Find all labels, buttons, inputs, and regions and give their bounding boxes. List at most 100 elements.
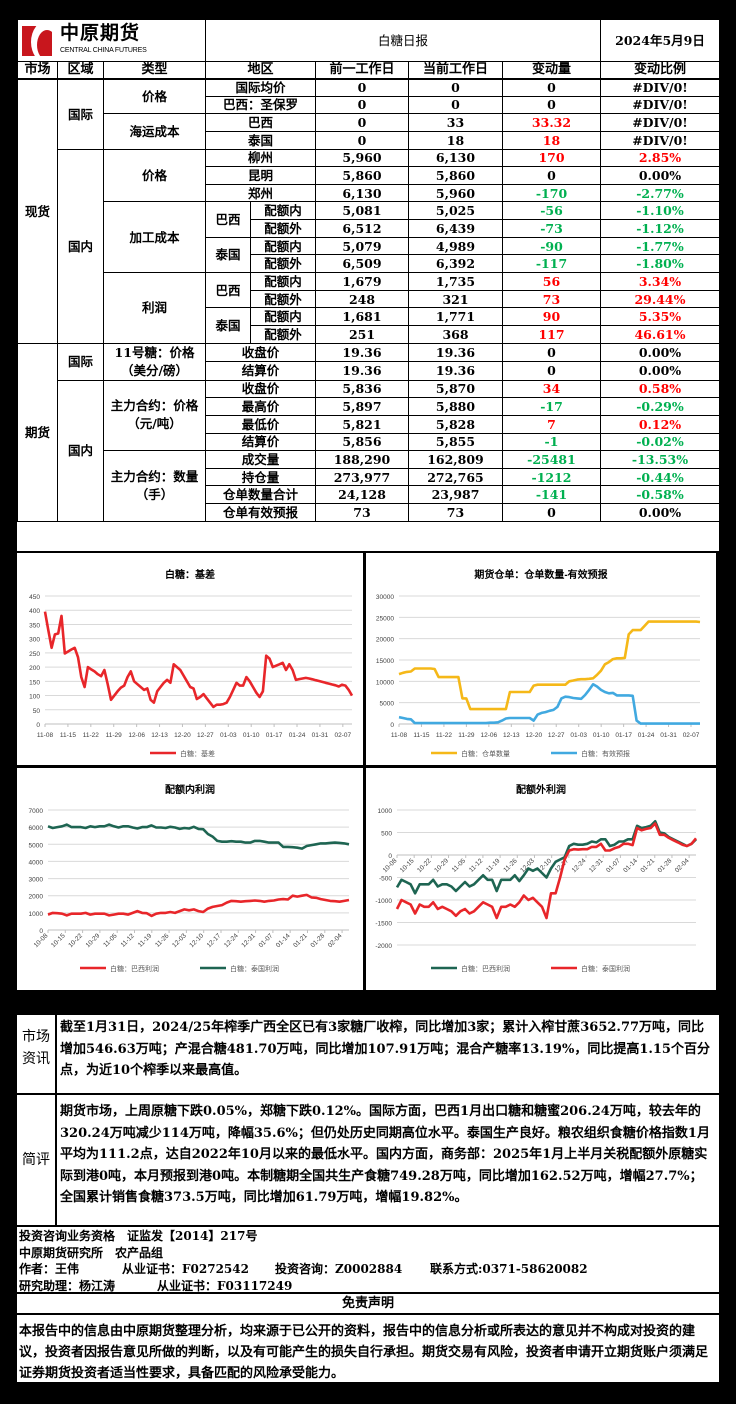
cell-type: 主力合约：价格（元/吨） [103,379,206,452]
cell-curr: 6,392 [408,254,503,274]
table-header: 市场 区域 类型 地区 前一工作日 当前工作日 变动量 变动比例 [17,61,720,80]
advisor-cert: 投资咨询：Z0002884 [275,1262,403,1276]
y-tick-label: 300 [29,637,40,644]
x-tick-label: 01-31 [312,732,329,739]
legend-label: 白糖：有效预报 [581,749,630,758]
x-tick-label: 01-24 [638,732,655,739]
cell-area: 国际均价 [205,78,316,97]
x-tick-label: 11-19 [485,857,502,874]
y-tick-label: 2000 [29,894,44,901]
x-tick-label: 02-04 [674,857,691,874]
market-info-section: 市场资讯 截至1月31日，2024/25年榨季广西全区已有3家糖厂收榨，同比增加… [17,1001,719,1093]
x-tick-label: 12-24 [571,857,588,874]
cell-prev: 0 [315,113,409,132]
x-tick-label: 10-08 [382,857,399,874]
col-pct: 变动比例 [600,61,720,80]
x-tick-label: 11-19 [137,932,154,949]
y-tick-label: -1000 [375,898,392,905]
x-tick-label: 01-10 [243,732,260,739]
cell-pct: #DIV/0! [600,78,720,97]
chart-warehouse: 期货仓单：仓单数量-有效预报 0 5000 10000 15000 20000 25000 3… [366,553,716,765]
col-market: 市场 [17,61,58,80]
y-tick-label: 6000 [29,825,44,832]
cell-prev: 6,130 [315,183,409,203]
cell-change: 34 [502,379,601,399]
series-line [43,611,354,709]
cell-curr: 33 [408,113,503,132]
x-tick-label: 11-15 [60,732,77,739]
y-tick-label: 500 [381,831,392,838]
table-row: 最低价 5,821 5,828 7 0.12% [18,414,720,434]
cell-area: 仓单数量合计 [205,485,316,505]
x-tick-label: 11-26 [154,932,171,949]
legend-label: 白糖：泰国利润 [230,964,279,973]
cell-prev: 1,679 [315,272,409,291]
cell-curr: 18 [408,130,503,150]
x-tick-label: 10-08 [33,932,50,949]
cell-prev: 5,897 [315,397,409,416]
cell-change: 33.32 [502,113,601,132]
table-row: 郑州 6,130 5,960 -170 -2.77% [18,183,720,203]
x-tick-label: 12-27 [548,732,565,739]
legend-label: 白糖：巴西利润 [110,964,159,973]
cell-change: -90 [502,236,601,256]
x-tick-label: 11-26 [502,857,519,874]
author: 作者：王伟 [19,1262,80,1276]
x-tick-label: 12-20 [525,732,542,739]
cell-pct: -1.80% [600,254,720,274]
cell-pct: -2.77% [600,183,720,203]
series-line [395,819,697,895]
x-tick-label: 12-13 [503,732,520,739]
y-tick-label: 200 [29,665,40,672]
cell-curr: 5,880 [408,397,503,416]
series-line [398,683,700,725]
x-tick-label: 12-20 [174,732,191,739]
cell-change: 18 [502,130,601,150]
table-row: 配额外 6,512 6,439 -73 -1.12% [18,219,720,238]
cell-change: -1212 [502,467,601,487]
cell-pct: -0.58% [600,485,720,505]
cell-curr: 272,765 [408,467,503,487]
cell-change: -73 [502,219,601,238]
x-tick-label: 10-22 [416,857,433,874]
cell-prev: 5,860 [315,166,409,185]
x-tick-label: 11-29 [106,732,123,739]
cell-curr: 5,025 [408,201,503,221]
qualification: 投资咨询业务资格 证监发【2014】217号 [19,1229,258,1243]
x-tick-label: 11-22 [436,732,453,739]
cell-area: 最高价 [205,397,316,416]
cell-region: 国内 [57,148,104,344]
cell-prev: 6,512 [315,219,409,238]
cell-change: 117 [502,324,601,344]
y-tick-label: 0 [390,722,394,729]
cell-change: 73 [502,289,601,309]
x-tick-label: 12-24 [223,932,240,949]
cell-change: -170 [502,183,601,203]
disclaimer-text: 本报告中的信息由中原期货整理分析，均来源于已公开的资料，报告中的信息分析或所表达… [19,1324,709,1381]
col-type: 类型 [103,61,206,80]
y-tick-label: 3000 [29,877,44,884]
cell-change: -17 [502,397,601,416]
logo-cell: 中原期货 CENTRAL CHINA FUTURES [17,19,206,62]
y-tick-label: 1000 [378,808,393,815]
cell-pct: -0.02% [600,432,720,452]
disclaimer-title: 免责声明 [17,1292,719,1315]
y-tick-label: 50 [33,708,41,715]
cell-curr: 73 [408,503,503,522]
cell-change: 56 [502,272,601,291]
cell-area: 配额内 [250,201,316,221]
x-tick-label: 01-31 [660,732,677,739]
cell-change: 0 [502,166,601,185]
cell-area: 收盘价 [205,379,316,399]
cell-prev: 273,977 [315,467,409,487]
y-tick-label: -1500 [375,921,392,928]
cell-area: 配额外 [250,254,316,274]
assistant-cert: 从业证书：F03117249 [157,1278,293,1293]
cell-change: -56 [502,201,601,221]
cell-curr: 19.36 [408,342,503,363]
col-curr: 当前工作日 [408,61,503,80]
series-line [47,893,350,918]
y-tick-label: 7000 [29,808,44,815]
series-line [398,620,701,711]
chart-in-quota-profit: 配额内利润 0 1000 2000 3000 4000 5000 6000 7000 10-08 1… [17,768,363,990]
